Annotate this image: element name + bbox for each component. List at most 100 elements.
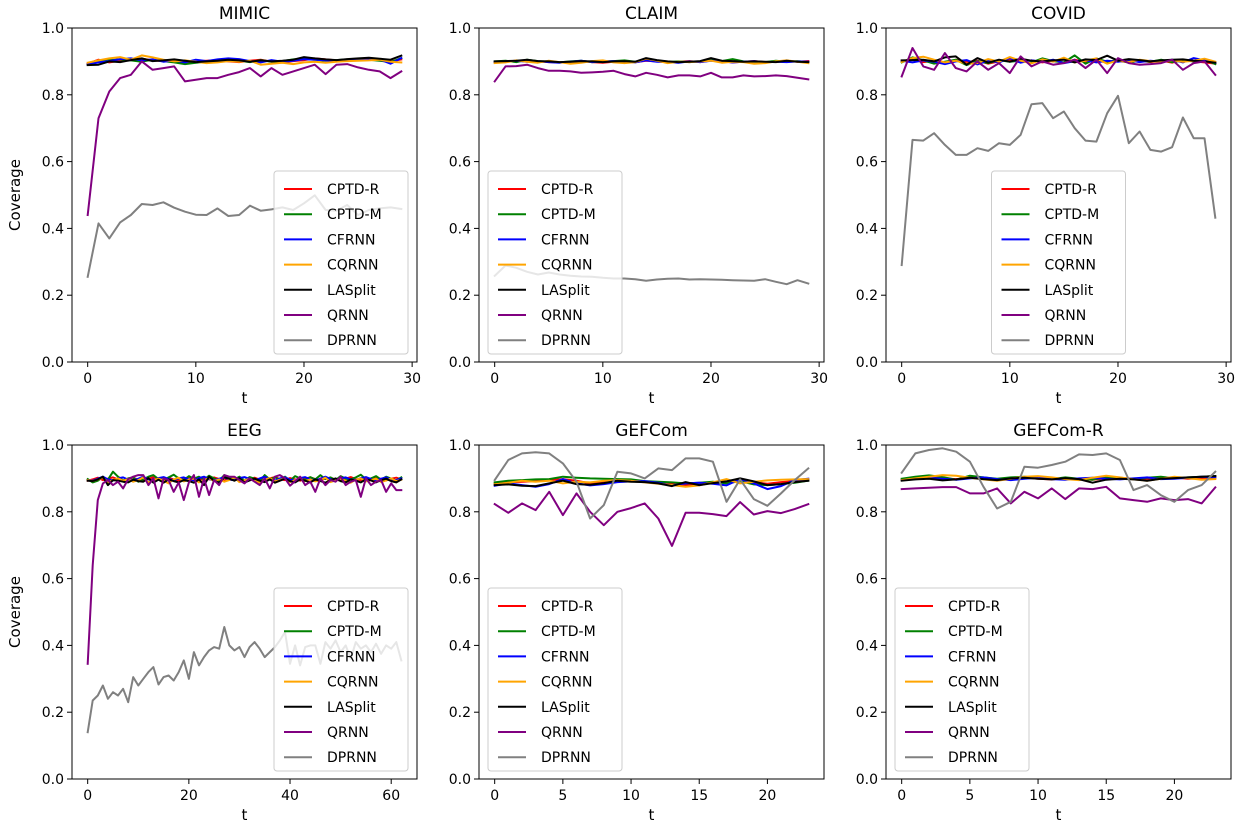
legend-label: CFRNN (948, 649, 997, 665)
legend-label: CQRNN (541, 675, 592, 691)
series-line-lasplit (493, 57, 810, 64)
x-tick-label: 40 (281, 788, 299, 804)
series-line-dprnn (900, 447, 1217, 510)
legend-label: CPTD-R (541, 182, 594, 198)
panel-title: GEFCom-R (1013, 421, 1104, 441)
x-tick-label: 15 (1097, 788, 1115, 804)
x-tick-label: 0 (490, 788, 499, 804)
x-axis-label: t (242, 806, 248, 824)
x-tick-label: 10 (1029, 788, 1047, 804)
y-tick-label: 0.6 (449, 572, 471, 588)
legend-label: CFRNN (541, 649, 590, 665)
y-tick-label: 1.0 (449, 438, 471, 454)
y-tick-label: 0.6 (856, 155, 878, 171)
legend-label: DPRNN (1045, 333, 1095, 349)
legend-label: QRNN (948, 725, 990, 741)
y-tick-label: 0.6 (856, 572, 878, 588)
legend-label: CQRNN (948, 675, 999, 691)
legend-label: CPTD-M (1045, 207, 1100, 223)
x-tick-label: 30 (810, 371, 828, 387)
y-tick-label: 0.0 (449, 355, 471, 371)
legend-label: CQRNN (541, 258, 592, 274)
panel-title: MIMIC (219, 4, 270, 24)
y-tick-label: 1.0 (856, 438, 878, 454)
x-tick-label: 30 (403, 371, 421, 387)
axes-frame (478, 27, 825, 363)
axes-frame (885, 444, 1232, 780)
panel-gefcom-r: GEFCom-R 0.0 0.2 0.4 0.6 0.8 1.0 0 5 10 15 20 t CPTD-… (856, 421, 1232, 824)
x-tick-label: 20 (702, 371, 720, 387)
y-tick-label: 0.0 (856, 355, 878, 371)
legend-label: DPRNN (327, 333, 377, 349)
y-tick-label: 0.4 (42, 638, 64, 654)
panel-title: CLAIM (625, 4, 678, 24)
series-line-lasplit (900, 54, 1217, 66)
legend-label: CFRNN (327, 232, 376, 248)
y-tick-label: 0.6 (42, 572, 64, 588)
series-line-dprnn (493, 451, 810, 520)
x-axis-label: t (242, 389, 248, 407)
x-tick-label: 0 (83, 788, 92, 804)
legend-label: CPTD-R (948, 599, 1001, 615)
x-axis-label: t (649, 806, 655, 824)
legend: CPTD-R CPTD-M CFRNN CQRNN LASplit QRNN DPRNN (487, 587, 623, 772)
series-line-lasplit (86, 54, 403, 67)
y-tick-label: 1.0 (42, 438, 64, 454)
legend-box (894, 587, 1030, 772)
series-line-cfrnn (86, 475, 403, 482)
y-tick-label: 0.6 (42, 155, 64, 171)
axes-frame (478, 444, 825, 780)
x-axis-label: t (1056, 389, 1062, 407)
x-tick-label: 20 (1109, 371, 1127, 387)
y-tick-label: 1.0 (449, 21, 471, 37)
series-line-qrnn (493, 490, 810, 547)
legend-label: DPRNN (327, 750, 377, 766)
x-tick-label: 10 (594, 371, 612, 387)
legend-label: CPTD-M (541, 624, 596, 640)
legend-label: CPTD-R (1045, 182, 1098, 198)
legend-label: DPRNN (541, 750, 591, 766)
series-line-qrnn (900, 47, 1217, 78)
panel-mimic: MIMIC 0.0 0.2 0.4 0.6 0.8 1.0 0 10 20 30 t Coverage C… (6, 4, 421, 407)
x-tick-label: 0 (897, 788, 906, 804)
y-tick-label: 0.8 (856, 88, 878, 104)
legend-label: CFRNN (1045, 232, 1094, 248)
legend-label: CQRNN (327, 258, 378, 274)
legend-label: QRNN (327, 308, 369, 324)
axes-frame (885, 27, 1232, 363)
x-axis-label: t (649, 389, 655, 407)
legend-label: CFRNN (327, 649, 376, 665)
series-line-qrnn (86, 474, 403, 665)
series-line-lasplit (900, 475, 1217, 484)
series-lines (900, 447, 1217, 510)
y-tick-label: 0.0 (856, 772, 878, 788)
x-tick-label: 0 (83, 371, 92, 387)
x-tick-label: 0 (897, 371, 906, 387)
legend-label: CPTD-M (327, 624, 382, 640)
series-line-lasplit (493, 477, 810, 488)
y-tick-label: 0.2 (42, 288, 64, 304)
y-tick-label: 0.4 (856, 221, 878, 237)
x-tick-label: 5 (965, 788, 974, 804)
legend-label: QRNN (327, 725, 369, 741)
legend-label: DPRNN (948, 750, 998, 766)
y-tick-label: 0.8 (449, 88, 471, 104)
panel-eeg: EEG 0.0 0.2 0.4 0.6 0.8 1.0 0 20 40 60 t Coverage CPT… (6, 421, 418, 824)
legend-label: LASplit (541, 283, 590, 299)
x-tick-label: 20 (758, 788, 776, 804)
y-tick-label: 1.0 (42, 21, 64, 37)
legend-label: QRNN (541, 725, 583, 741)
legend-label: LASplit (541, 700, 590, 716)
y-tick-label: 0.2 (449, 705, 471, 721)
legend-label: CQRNN (1045, 258, 1096, 274)
series-line-dprnn (900, 94, 1217, 267)
y-tick-label: 0.0 (42, 355, 64, 371)
legend-label: LASplit (948, 700, 997, 716)
y-axis-label: Coverage (6, 576, 24, 648)
y-tick-label: 0.8 (42, 505, 64, 521)
legend-label: LASplit (327, 700, 376, 716)
